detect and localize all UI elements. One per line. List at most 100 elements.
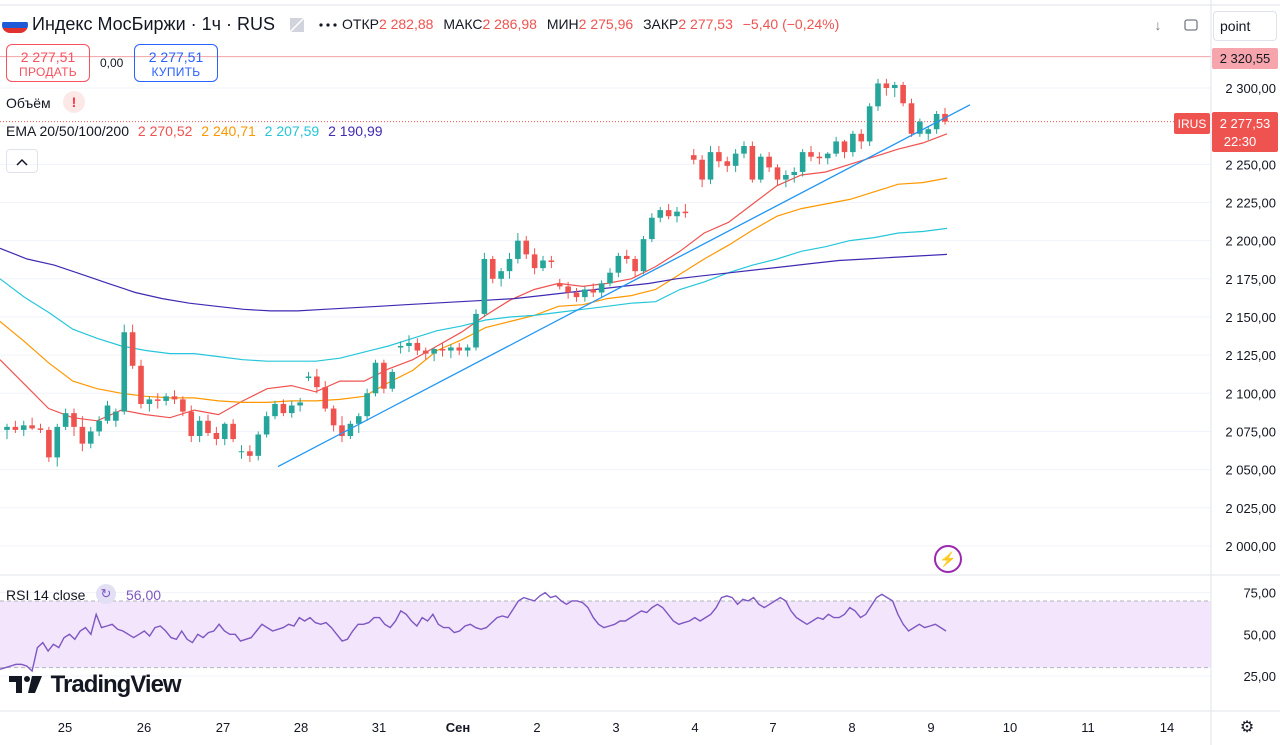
time-tick-label: 8: [848, 720, 855, 735]
candle-body: [238, 451, 245, 453]
rsi-band: [0, 600, 1211, 668]
candle-body: [724, 161, 731, 166]
candle-body: [347, 423, 354, 437]
candle-body: [439, 349, 446, 351]
rsi-tick-label: 75,00: [1243, 586, 1276, 601]
candle-body: [481, 258, 488, 314]
close-key: ЗАКР: [643, 16, 679, 32]
candle-body: [372, 362, 379, 394]
candle-body: [607, 272, 613, 284]
open-value: 2 282,88: [378, 16, 434, 32]
time-tick-label: 10: [1003, 720, 1017, 735]
candle-body: [54, 426, 61, 458]
candle-body: [590, 289, 597, 293]
candle-body: [632, 258, 638, 272]
candle-body: [598, 283, 605, 293]
last-price-box: [1212, 112, 1278, 152]
close-value: 2 277,53: [678, 16, 733, 32]
volume-legend[interactable]: Объём: [6, 95, 51, 111]
candle-body: [87, 431, 94, 444]
candle-body: [498, 271, 504, 279]
ema-legend[interactable]: EMA 20/50/100/200 2 270,52 2 240,71 2 20…: [6, 123, 383, 139]
rsi-legend[interactable]: RSI 14 close: [6, 587, 86, 603]
scale-mode-select[interactable]: point: [1213, 11, 1277, 41]
time-tick-label: Сен: [446, 720, 470, 735]
refresh-icon[interactable]: ↻: [96, 584, 116, 604]
price-tick-label: 2 250,00: [1225, 157, 1276, 172]
candle-body: [71, 413, 77, 427]
rsi-value: 56,00: [126, 587, 162, 603]
candle-body: [355, 416, 362, 424]
candle-body: [657, 210, 664, 218]
time-tick-label: 3: [612, 720, 619, 735]
candle-body: [824, 153, 831, 159]
candle-body: [247, 451, 253, 456]
price-tick-label: 2 025,00: [1225, 501, 1276, 516]
sell-button[interactable]: 2 277,51 ПРОДАТЬ: [6, 44, 90, 82]
lightning-icon[interactable]: ⚡: [934, 545, 962, 573]
candle-body: [531, 254, 538, 269]
candle-body: [171, 396, 178, 400]
candle-body: [900, 84, 906, 104]
low-value: 2 275,96: [578, 16, 634, 32]
time-tick-label: 4: [691, 720, 698, 735]
time-tick-label: 27: [216, 720, 230, 735]
time-tick-label: 31: [372, 720, 386, 735]
price-tick-label: 2 075,00: [1225, 424, 1276, 439]
candle-body: [297, 402, 303, 406]
candle-body: [96, 420, 102, 432]
trend-line[interactable]: [277, 104, 971, 468]
candle-body: [397, 345, 404, 348]
price-tick-label: 2 150,00: [1225, 310, 1276, 325]
candle-body: [121, 332, 128, 412]
tradingview-logo-icon: [9, 676, 42, 693]
open-key: ОТКР: [342, 16, 379, 32]
candle-body: [783, 175, 789, 180]
last-time-label: 22:30: [1224, 134, 1257, 149]
candle-body: [665, 210, 672, 217]
candle-body: [875, 83, 881, 107]
price-tick-label: 2 300,00: [1225, 81, 1276, 96]
candle-body: [473, 313, 479, 348]
maximize-icon[interactable]: [1181, 15, 1201, 35]
high-key: МАКС: [443, 16, 483, 32]
hide-icon[interactable]: [287, 15, 307, 35]
tradingview-logo-text: TradingView: [50, 671, 182, 698]
candle-body: [163, 396, 169, 401]
ohlc-readout: ОТКР2 282,88 МАКС2 286,98 МИН2 275,96 ЗА…: [342, 16, 845, 32]
more-options-icon[interactable]: [318, 15, 338, 35]
ema50-value: 2 240,71: [201, 123, 256, 139]
candles: [4, 78, 948, 467]
russia-flag-icon: [2, 17, 28, 33]
candle-body: [640, 239, 647, 272]
candle-body: [154, 399, 161, 401]
time-axis[interactable]: 25 26 27 28 31 Сен 2 3 4 7 8 9 10 11 14: [58, 720, 1174, 735]
candle-body: [866, 106, 873, 142]
candle-body: [833, 141, 839, 154]
tradingview-logo[interactable]: TradingView: [8, 671, 182, 699]
symbol-title[interactable]: Индекс МосБиржи · 1ч · RUS: [32, 14, 276, 34]
candle-body: [515, 240, 521, 259]
collapse-legend-button[interactable]: [6, 149, 38, 173]
candle-body: [883, 83, 890, 88]
candle-body: [381, 362, 387, 389]
price-axis[interactable]: 2 300,002 275,002 250,002 225,002 200,00…: [1225, 81, 1276, 554]
candle-body: [808, 152, 814, 157]
warning-icon[interactable]: !: [63, 91, 85, 113]
candle-body: [925, 129, 932, 134]
alert-price-box[interactable]: [1212, 48, 1278, 69]
candle-body: [456, 347, 463, 351]
spread-value: 0,00: [100, 56, 124, 70]
settings-gear-icon[interactable]: ⚙: [1239, 719, 1255, 736]
buy-button[interactable]: 2 277,51 КУПИТЬ: [134, 44, 218, 82]
candle-body: [908, 103, 915, 134]
rsi-axis: 75,00 50,00 25,00: [1243, 586, 1276, 684]
ema-legend-label: EMA 20/50/100/200: [6, 123, 129, 139]
candle-body: [4, 426, 10, 430]
chevron-up-icon: [16, 158, 28, 166]
candle-body: [850, 133, 856, 153]
download-arrow-icon[interactable]: ↓: [1154, 17, 1162, 33]
price-tick-label: 2 100,00: [1225, 386, 1276, 401]
time-tick-label: 9: [927, 720, 934, 735]
